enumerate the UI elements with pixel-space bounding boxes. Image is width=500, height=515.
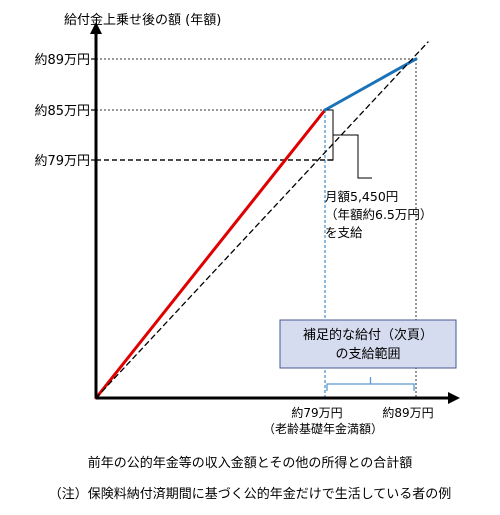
x-tick-label-89: 約89万円 — [382, 405, 433, 420]
y-axis-arrow — [90, 22, 102, 34]
y-tick-label-89: 約89万円 — [34, 53, 90, 68]
range-bracket — [326, 383, 415, 391]
x-ticks: 約79万円（老齢基礎年金満額）約89万円 — [263, 405, 434, 436]
note-leader-line — [333, 134, 372, 179]
series-line-blue — [323, 57, 418, 112]
monthly-note-line-1: （年額約6.5万円） — [325, 207, 432, 222]
range-box — [279, 319, 457, 369]
monthly-note-line-0: 月額5,450円 — [325, 189, 398, 204]
x-tick-sublabel-79: （老齢基礎年金満額） — [263, 421, 383, 436]
range-box-line-0: 補足的な給付（次頁） — [303, 327, 433, 343]
footnote: （注）保険料納付済期間に基づく公的年金だけで生活している者の例 — [49, 486, 452, 502]
monthly-note-line-2: を支給 — [325, 225, 363, 240]
difference-bracket — [327, 109, 334, 161]
series-line-diagonal — [95, 41, 429, 399]
range-box-line-1: の支給範囲 — [335, 347, 400, 362]
y-tick-label-85: 約85万円 — [34, 104, 90, 119]
axes — [90, 22, 460, 404]
x-axis-arrow — [448, 392, 460, 404]
chart-title: 給付金上乗せ後の額 (年額) — [64, 12, 221, 28]
x-axis-label: 前年の公的年金等の収入金額とその他の所得との合計額 — [88, 455, 412, 471]
series-group — [94, 41, 429, 400]
series-line-red — [94, 108, 327, 400]
y-tick-label-79: 約79万円 — [34, 154, 90, 169]
x-tick-label-79: 約79万円 — [291, 405, 342, 420]
